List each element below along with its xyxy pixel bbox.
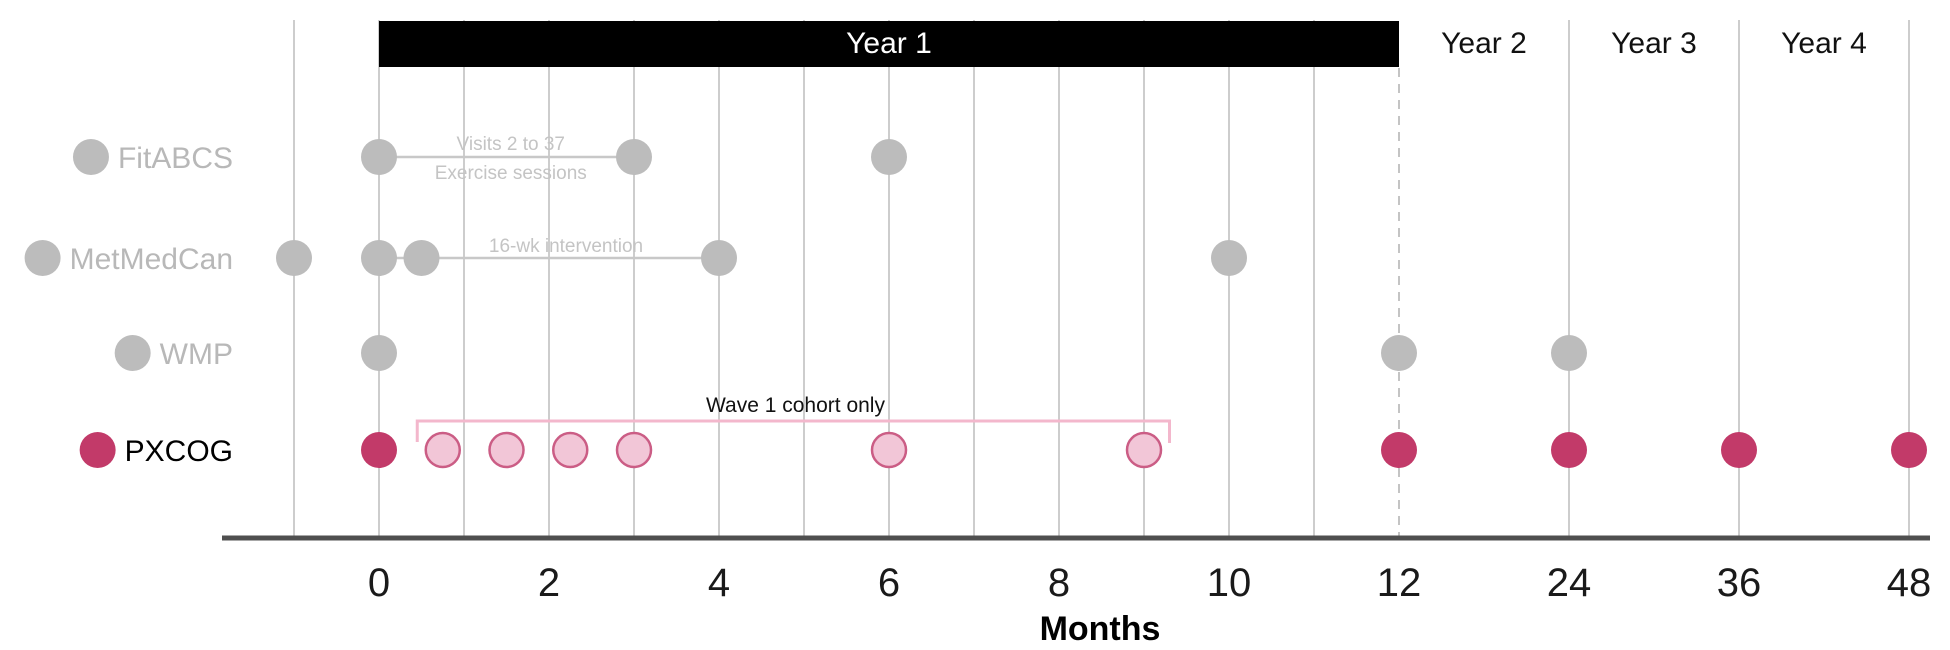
interval-label-metmedcan-0: 16-wk intervention bbox=[489, 236, 643, 257]
study-label-pxcog: PXCOG bbox=[125, 435, 233, 468]
x-tick-label-2: 2 bbox=[538, 561, 560, 605]
assessment-dot-metmedcan-month--1 bbox=[276, 240, 312, 276]
x-tick-label-6: 6 bbox=[878, 561, 900, 605]
assessment-dot-metmedcan-month-4 bbox=[701, 240, 737, 276]
assessment-dot-metmedcan-month-0 bbox=[361, 240, 397, 276]
year1-bar bbox=[379, 21, 1399, 67]
wave1-bracket bbox=[415, 419, 1171, 443]
assessment-dot-pxcog-month-24 bbox=[1551, 432, 1587, 468]
year-label-3: Year 3 bbox=[1611, 27, 1697, 60]
x-tick-label-10: 10 bbox=[1207, 561, 1252, 605]
wave1-dot-month-1.5 bbox=[488, 431, 525, 469]
wave1-dot-month-3 bbox=[615, 431, 653, 469]
study-label-wmp: WMP bbox=[160, 338, 233, 371]
assessment-dot-fitabcs-month-0 bbox=[361, 139, 397, 175]
assessment-dot-wmp-month-0 bbox=[361, 335, 397, 371]
x-tick-label-0: 0 bbox=[368, 561, 390, 605]
x-tick-label-24: 24 bbox=[1547, 561, 1592, 605]
x-tick-label-12: 12 bbox=[1377, 561, 1422, 605]
x-tick-label-48: 48 bbox=[1887, 561, 1932, 605]
year-label-2: Year 2 bbox=[1441, 27, 1527, 60]
study-label-fitabcs: FitABCS bbox=[118, 142, 233, 175]
assessment-dot-wmp-month-12 bbox=[1381, 335, 1417, 371]
assessment-dot-metmedcan-month-0.5 bbox=[403, 240, 440, 276]
wave1-bracket-label: Wave 1 cohort only bbox=[706, 394, 885, 417]
legend-dot-wmp bbox=[114, 335, 151, 371]
x-tick-label-4: 4 bbox=[708, 561, 730, 605]
interval-label-fitabcs-0: Visits 2 to 37 bbox=[457, 134, 565, 155]
assessment-dot-pxcog-month-12 bbox=[1381, 432, 1417, 468]
assessment-dot-fitabcs-month-3 bbox=[616, 139, 652, 175]
assessment-dot-wmp-month-24 bbox=[1551, 335, 1587, 371]
wave1-dot-month-6 bbox=[870, 431, 908, 469]
legend-dot-pxcog bbox=[79, 432, 116, 468]
study-label-metmedcan: MetMedCan bbox=[70, 243, 233, 276]
x-tick-label-8: 8 bbox=[1048, 561, 1070, 605]
assessment-dot-pxcog-month-36 bbox=[1721, 432, 1757, 468]
interval-label-fitabcs-1: Exercise sessions bbox=[435, 163, 587, 184]
year-label-4: Year 4 bbox=[1781, 27, 1867, 60]
assessment-dot-metmedcan-month-10 bbox=[1211, 240, 1247, 276]
x-axis-title: Months bbox=[1040, 610, 1161, 648]
legend-dot-metmedcan bbox=[24, 240, 61, 276]
wave1-dot-month-2.25 bbox=[552, 431, 589, 469]
wave1-dot-month-0.75 bbox=[424, 431, 461, 469]
legend-dot-fitabcs bbox=[72, 139, 109, 175]
assessment-dot-pxcog-month-48 bbox=[1891, 432, 1927, 468]
wave1-dot-month-9 bbox=[1125, 431, 1163, 469]
year1-bar-label: Year 1 bbox=[846, 27, 932, 60]
assessment-dot-fitabcs-month-6 bbox=[871, 139, 907, 175]
assessment-dot-pxcog-month-0 bbox=[361, 432, 397, 468]
x-tick-label-36: 36 bbox=[1717, 561, 1762, 605]
